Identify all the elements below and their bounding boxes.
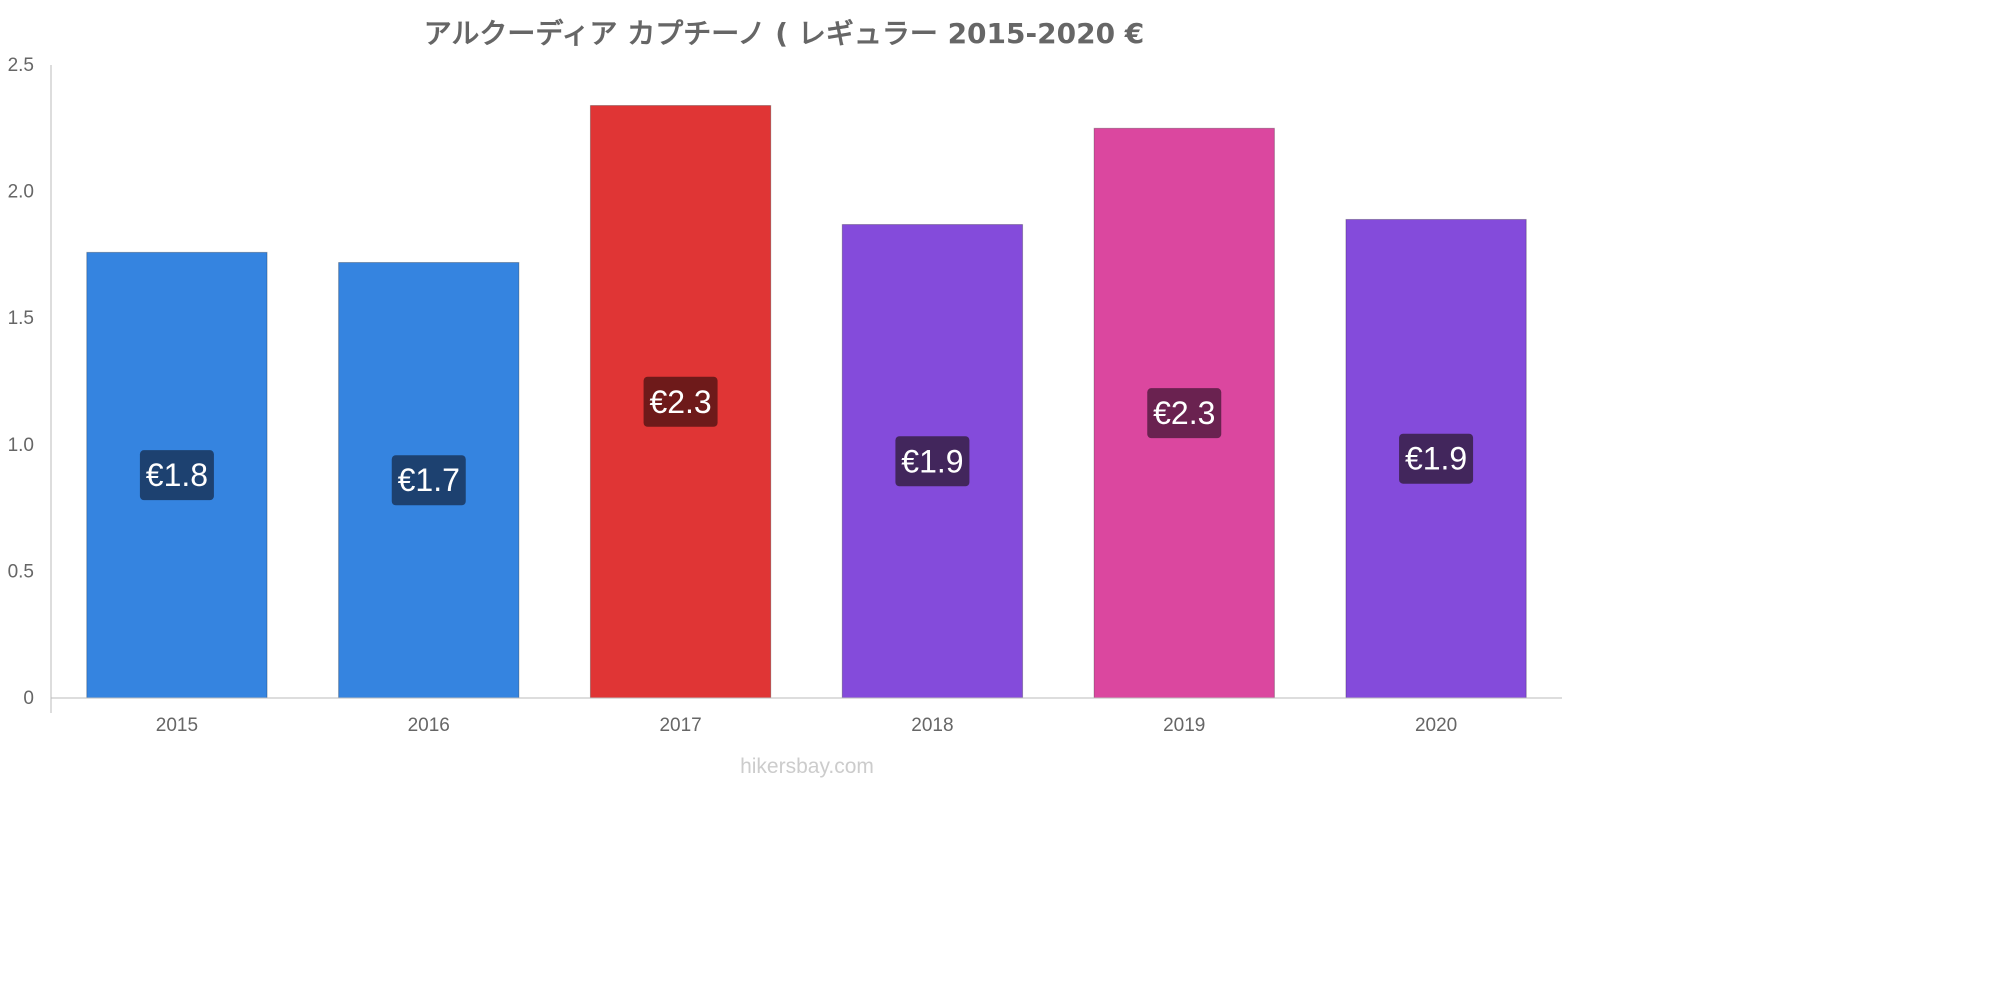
x-tick-label: 2019 <box>1163 715 1205 736</box>
data-label-box <box>391 455 466 506</box>
chart-container: アルクーディア カプチーノ ( レギュラー 2015-2020 € 0 0.5 1.… <box>8 17 1562 778</box>
data-label: €2.3 <box>1153 395 1215 431</box>
x-tick-label: 2015 <box>156 715 198 736</box>
x-tick-label: 2016 <box>408 715 450 736</box>
data-label-box <box>1399 433 1474 484</box>
data-label: €2.3 <box>649 384 711 420</box>
data-label-box <box>895 436 970 487</box>
y-axis: 0 0.5 1.0 1.5 2.0 2.5 <box>8 55 52 713</box>
data-label: €1.7 <box>398 462 460 498</box>
y-tick-label: 0.5 <box>8 561 34 582</box>
x-tick-label: 2017 <box>659 715 701 736</box>
data-label-box <box>139 450 214 501</box>
watermark: hikersbay.com <box>740 755 874 778</box>
y-tick-label: 1.0 <box>8 435 34 456</box>
data-label: €1.9 <box>901 443 963 479</box>
data-label-box <box>1147 388 1222 439</box>
y-tick-label: 0 <box>23 688 34 709</box>
chart-title: アルクーディア カプチーノ ( レギュラー 2015-2020 € <box>424 17 1145 50</box>
bar-chart: アルクーディア カプチーノ ( レギュラー 2015-2020 € 0 0.5 1.… <box>8 17 1562 778</box>
bars-group: €1.8 €1.7 €2.3 €1.9 €2.3 €1.9 <box>86 105 1527 699</box>
x-tick-label: 2020 <box>1415 715 1457 736</box>
y-tick-label: 2.5 <box>8 55 34 76</box>
y-tick-label: 2.0 <box>8 182 34 203</box>
data-label: €1.8 <box>146 457 208 493</box>
data-label: €1.9 <box>1405 441 1467 477</box>
x-axis: 2015 2016 2017 2018 2019 2020 <box>51 697 1562 736</box>
x-tick-label: 2018 <box>911 715 953 736</box>
y-tick-label: 1.5 <box>8 308 34 329</box>
data-label-box <box>643 376 718 427</box>
